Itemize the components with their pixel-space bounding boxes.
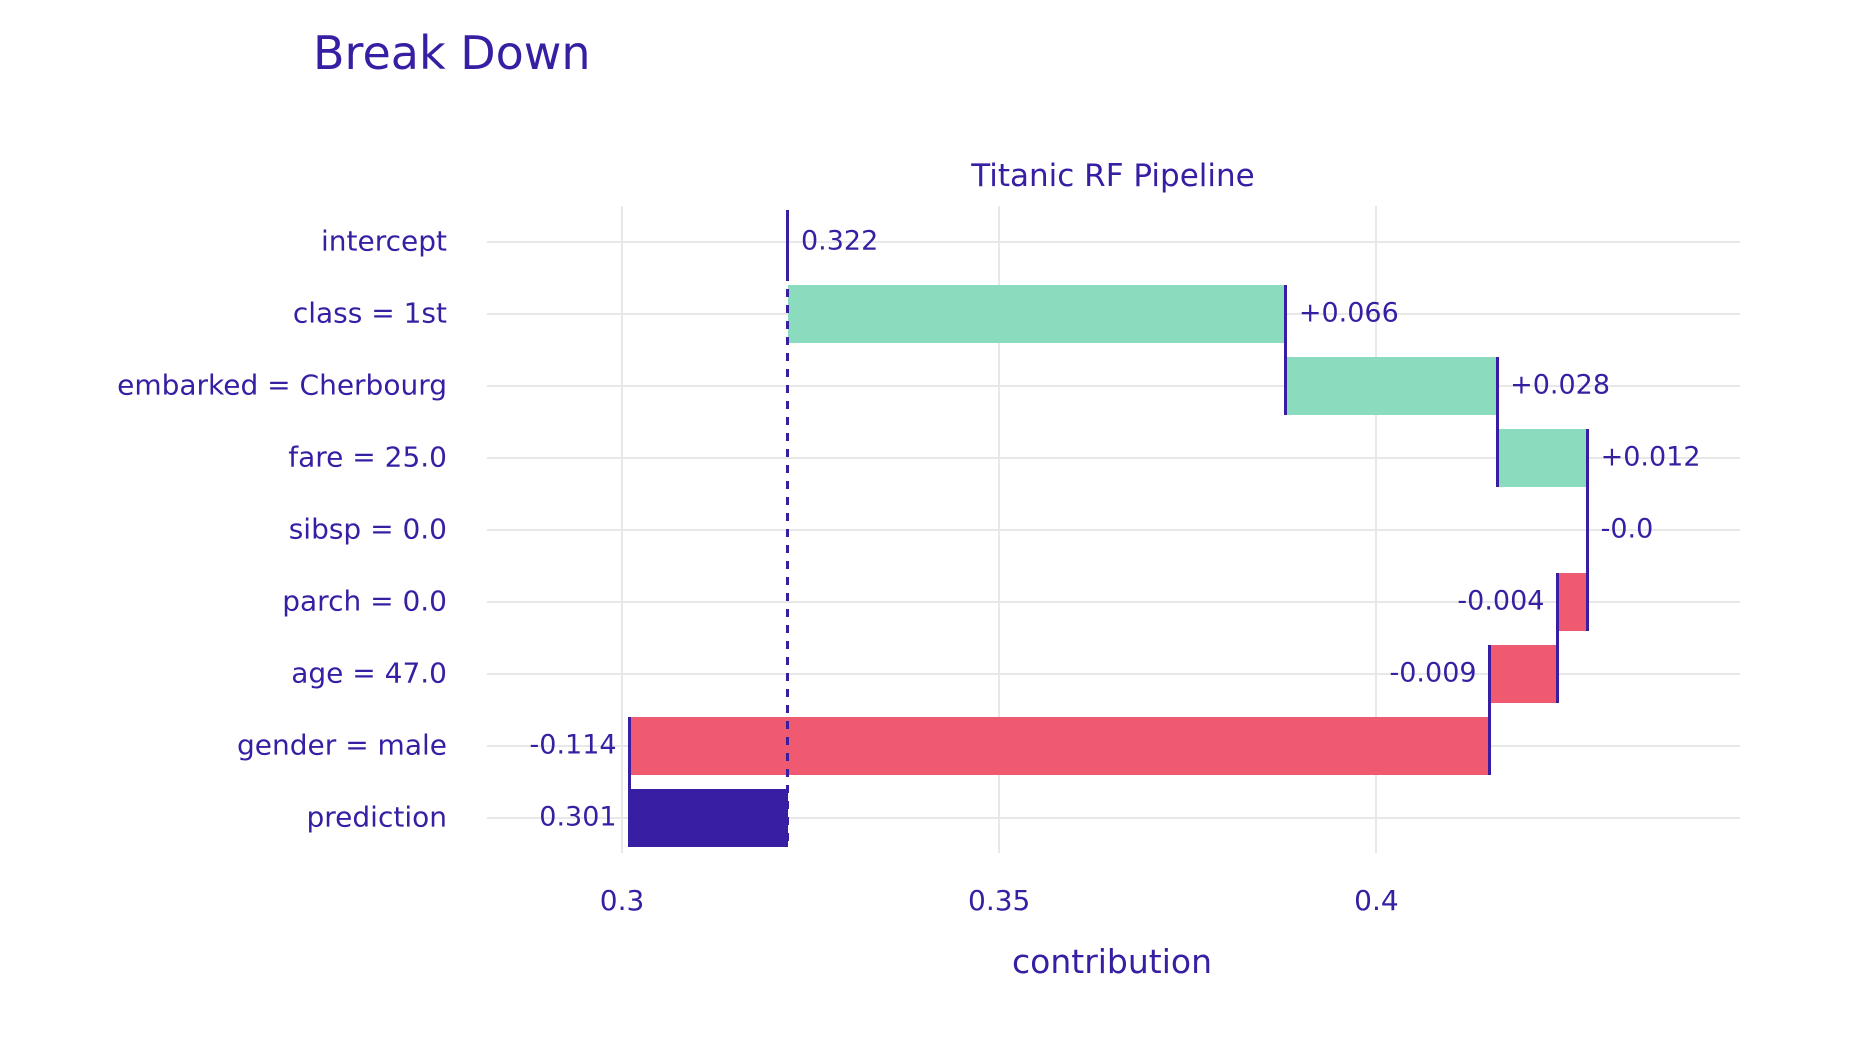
bar-parch-0-0[interactable] (1557, 573, 1588, 631)
connector-line (1586, 429, 1590, 631)
gridline-row-prediction (487, 817, 1740, 819)
value-label-sibsp-0-0: -0.0 (1600, 513, 1654, 545)
bar-fare-25-0[interactable] (1497, 429, 1588, 487)
y-axis-label-age-47-0: age = 47.0 (291, 656, 447, 690)
y-axis-label-parch-0-0: parch = 0.0 (282, 584, 447, 618)
bar-gender-male[interactable] (629, 717, 1490, 775)
connector-line (1555, 573, 1559, 703)
plot-area[interactable]: 0.322 +0.066 +0.028 +0.012 -0.0 -0.004 -0.009 -… (487, 206, 1740, 853)
connector-line (1488, 645, 1492, 775)
value-label-age-47-0: -0.009 (1389, 657, 1477, 689)
x-axis-title: contribution (1012, 942, 1212, 981)
gridline-tick-0.35 (998, 206, 1001, 853)
y-axis-label-embarked-cherbourg: embarked = Cherbourg (117, 368, 447, 402)
chart-title: Break Down (313, 26, 591, 80)
value-label-fare-25-0: +0.012 (1600, 441, 1701, 473)
gridline-tick-0.4 (1375, 206, 1378, 853)
value-label-class-1st: +0.066 (1298, 297, 1399, 329)
gridline-row-sibsp-0-0 (487, 529, 1740, 531)
y-axis-label-fare-25-0: fare = 25.0 (288, 440, 447, 474)
x-tick-label-0.3: 0.3 (599, 884, 645, 917)
connector-line (1495, 357, 1499, 487)
value-label-embarked-cherbourg: +0.028 (1510, 369, 1611, 401)
gridline-row-embarked-cherbourg (487, 385, 1740, 387)
y-axis-label-intercept: intercept (321, 224, 447, 258)
value-label-parch-0-0: -0.004 (1457, 585, 1545, 617)
connector-line (628, 717, 632, 847)
gridline-row-fare-25-0 (487, 457, 1740, 459)
gridline-row-parch-0-0 (487, 601, 1740, 603)
bar-embarked-cherbourg[interactable] (1285, 357, 1498, 415)
value-label-intercept: 0.322 (800, 225, 879, 257)
gridline-row-intercept (487, 241, 1740, 243)
plot-subtitle: Titanic RF Pipeline (971, 158, 1255, 194)
y-axis-label-prediction: prediction (306, 800, 447, 834)
y-axis-label-gender-male: gender = male (237, 728, 447, 762)
gridline-tick-0.3 (621, 206, 624, 853)
intercept-dashed-line (786, 273, 790, 847)
value-label-prediction: 0.301 (539, 801, 617, 833)
connector-line (1284, 285, 1288, 415)
value-label-gender-male: -0.114 (529, 729, 617, 761)
bar-age-47-0[interactable] (1489, 645, 1558, 703)
intercept-marker-line (786, 210, 790, 275)
bar-class-1st[interactable] (787, 285, 1286, 343)
gridline-row-age-47-0 (487, 673, 1740, 675)
x-tick-label-0.4: 0.4 (1354, 884, 1399, 917)
y-axis-label-sibsp-0-0: sibsp = 0.0 (288, 512, 447, 546)
bar-prediction[interactable] (629, 789, 788, 847)
y-axis-label-class-1st: class = 1st (292, 296, 447, 330)
x-tick-label-0.35: 0.35 (968, 884, 1031, 917)
